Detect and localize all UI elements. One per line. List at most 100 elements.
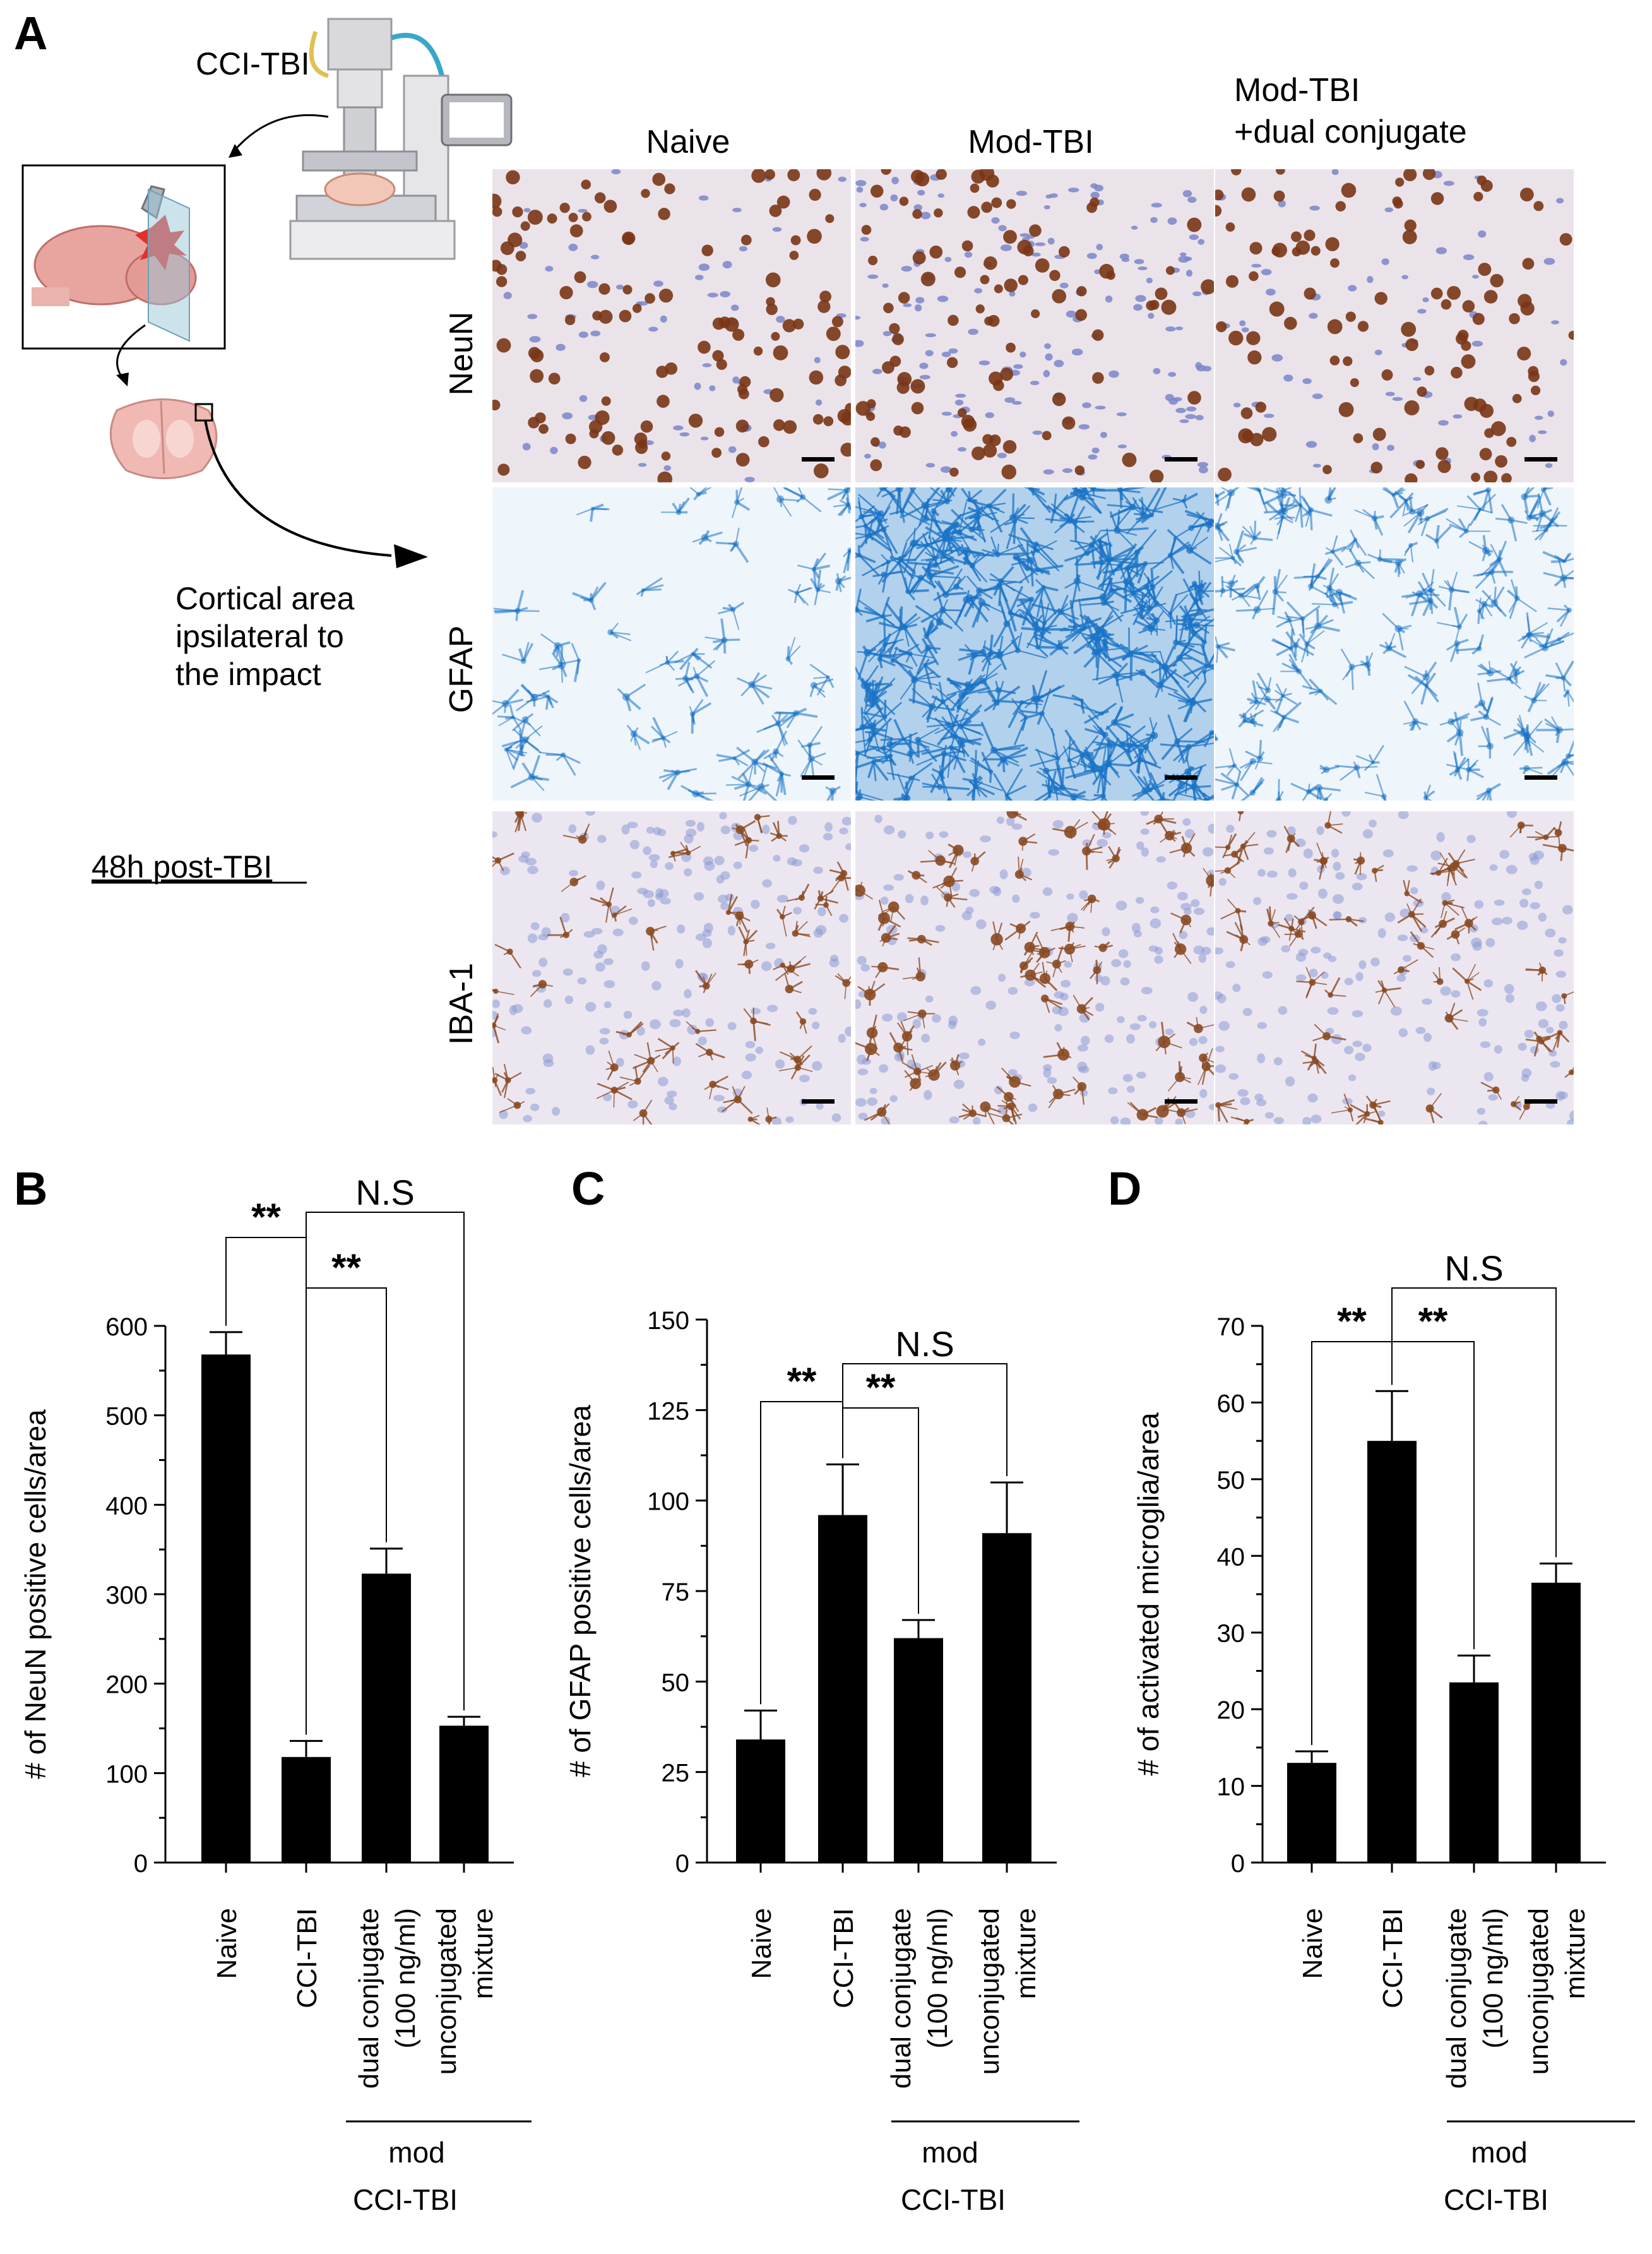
chart-panel-b: B # of NeuN positive cells/area 0 100 200 300… (14, 1162, 532, 2216)
x-category-label: Naive (1297, 1908, 1328, 1979)
y-tick-label: 125 (647, 1397, 689, 1425)
micrograph-tile (492, 169, 851, 482)
column-header-3-line-2: +dual conjugate (1234, 114, 1467, 150)
micrograph-tile (855, 169, 1214, 482)
chart-panel-c: C # of GFAP positive cells/area 0 25 50 75 100… (564, 1162, 1079, 2216)
bar (818, 1515, 867, 1863)
significance-label: N.S (1444, 1248, 1503, 1288)
significance-label: N.S (355, 1172, 414, 1212)
x-category-label: (100 ng/ml) (922, 1908, 953, 2049)
x-category-label: dual conjugate (354, 1908, 384, 2089)
row-label-neun: NeuN (443, 312, 480, 396)
scale-bar (1524, 775, 1557, 780)
timepoint-label: 48h post-TBI (92, 849, 272, 885)
y-axis-label: # of GFAP positive cells/area (564, 1405, 597, 1777)
panel-a-letter: A (14, 7, 47, 59)
x-category-label: (100 ng/ml) (1478, 1908, 1509, 2049)
scale-bar (1165, 775, 1197, 780)
group-label: mod (388, 2136, 444, 2169)
y-tick-label: 75 (662, 1578, 690, 1606)
y-tick-label: 100 (105, 1760, 148, 1788)
group-label: CCI-TBI (1444, 2183, 1548, 2216)
y-tick-label: 60 (1217, 1390, 1245, 1417)
significance-label: N.S (895, 1324, 954, 1364)
row-label-iba1: IBA-1 (443, 963, 480, 1045)
scale-bar (1524, 457, 1557, 462)
bar (736, 1739, 785, 1863)
y-tick-label: 0 (675, 1850, 689, 1878)
y-tick-label: 600 (105, 1313, 148, 1341)
group-label: CCI-TBI (901, 2183, 1006, 2216)
bar (362, 1573, 411, 1863)
y-tick-label: 25 (662, 1760, 690, 1787)
panel-letter: C (571, 1162, 605, 1215)
micrograph-tile (492, 487, 851, 801)
panel-letter: B (14, 1162, 47, 1215)
y-tick-label: 50 (1217, 1467, 1245, 1494)
y-tick-label: 30 (1217, 1620, 1245, 1648)
group-label: mod (1471, 2136, 1527, 2169)
scale-bar (1165, 457, 1197, 462)
x-category-label: CCI-TBI (1377, 1908, 1408, 2008)
group-label: mod (922, 2136, 978, 2169)
x-category-label: dual conjugate (1441, 1908, 1472, 2089)
significance-label: ** (787, 1360, 817, 1402)
y-tick-label: 20 (1217, 1696, 1245, 1724)
y-tick-label: 200 (105, 1671, 148, 1699)
y-tick-label: 0 (134, 1850, 148, 1878)
x-category-label: mixture (1560, 1908, 1591, 1999)
bar (1367, 1441, 1417, 1863)
x-category-label: Naive (211, 1908, 242, 1979)
x-category-label: mixture (1011, 1908, 1042, 1999)
bar (439, 1726, 489, 1863)
x-category-label: dual conjugate (886, 1908, 917, 2089)
arrow-head-3 (394, 544, 428, 568)
micrograph-tile (492, 811, 851, 1124)
scale-bar (802, 1099, 835, 1104)
column-header-3-line-1: Mod-TBI (1234, 72, 1360, 109)
coronal-section-illustration (109, 398, 218, 479)
arrow-section-to-images (204, 419, 392, 557)
y-axis-label: # of activated microglia/area (1132, 1412, 1165, 1776)
group-label: CCI-TBI (353, 2183, 458, 2216)
arrow-box-to-section (116, 324, 146, 379)
x-category-label: CCI-TBI (828, 1908, 859, 2008)
micrograph-tile (855, 487, 1214, 801)
y-tick-label: 10 (1217, 1774, 1245, 1801)
significance-bracket (306, 1212, 465, 1735)
micrograph-tile (855, 811, 1214, 1124)
micrograph-tile (1215, 169, 1574, 482)
x-category-label: unconjugated (1523, 1908, 1554, 2075)
x-category-label: mixture (468, 1908, 499, 1999)
significance-bracket (842, 1363, 1007, 1476)
bar (894, 1638, 943, 1863)
panel-letter: D (1108, 1162, 1141, 1215)
significance-label: ** (251, 1196, 281, 1238)
arrow-head (229, 144, 242, 158)
y-tick-label: 100 (647, 1488, 689, 1516)
bar (1449, 1682, 1499, 1863)
y-tick-label: 40 (1217, 1543, 1245, 1571)
scale-bar (1524, 1099, 1557, 1104)
micrograph-tile (1215, 811, 1574, 1124)
scale-bar (802, 775, 835, 780)
brain-impact-illustration (21, 164, 226, 350)
y-tick-label: 50 (662, 1669, 690, 1696)
micrograph-tile (1215, 487, 1574, 801)
bar (1287, 1763, 1336, 1863)
significance-bracket (1391, 1287, 1557, 1558)
significance-label: ** (331, 1246, 361, 1289)
x-category-label: Naive (746, 1908, 777, 1979)
chart-panel-d: D # of activated microglia/area 0 10 20 30 40 5… (1108, 1162, 1635, 2216)
bar (1531, 1582, 1581, 1863)
x-category-label: unconjugated (974, 1908, 1005, 2075)
x-category-label: (100 ng/ml) (390, 1908, 421, 2049)
y-tick-label: 500 (105, 1403, 148, 1431)
bar (201, 1354, 251, 1863)
x-category-label: unconjugated (431, 1908, 462, 2075)
y-tick-label: 300 (105, 1582, 148, 1609)
significance-label: ** (1337, 1300, 1367, 1342)
y-tick-label: 0 (1231, 1850, 1245, 1878)
scale-bar (1165, 1099, 1197, 1104)
